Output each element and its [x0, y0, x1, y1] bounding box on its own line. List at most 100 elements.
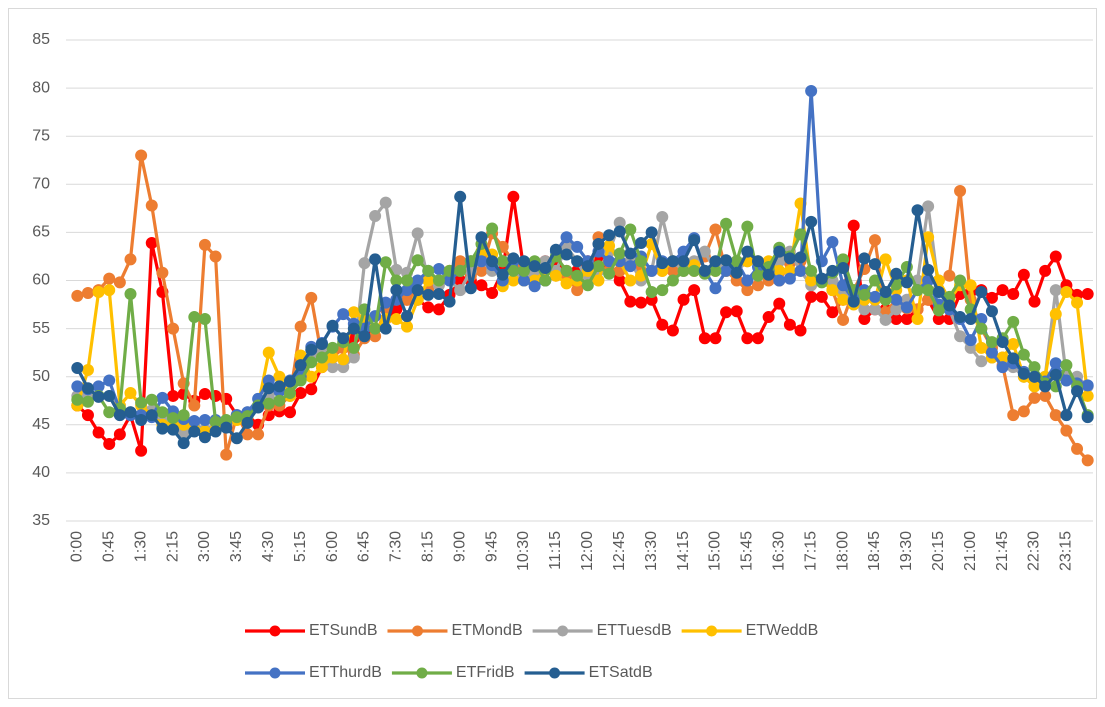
point-marker	[156, 406, 169, 419]
point-marker	[932, 304, 945, 317]
point-marker	[135, 396, 148, 409]
point-marker	[677, 293, 690, 306]
point-marker	[167, 412, 180, 425]
point-marker	[443, 295, 456, 308]
point-marker	[1060, 374, 1073, 387]
point-marker	[518, 255, 531, 268]
point-marker	[666, 274, 679, 287]
point-marker	[198, 238, 211, 251]
y-tick-label: 40	[32, 464, 50, 481]
point-marker	[1017, 367, 1030, 380]
point-marker	[145, 199, 158, 212]
point-marker	[113, 276, 126, 289]
point-marker	[943, 269, 956, 282]
point-marker	[390, 312, 403, 325]
point-marker	[571, 269, 584, 282]
x-tick-label: 8:15	[420, 531, 437, 562]
point-marker	[1007, 409, 1020, 422]
chart-border	[8, 8, 1097, 699]
point-marker	[751, 332, 764, 345]
legend-label: ETMondB	[451, 622, 522, 639]
point-marker	[709, 223, 722, 236]
point-marker	[624, 260, 637, 273]
point-marker	[805, 84, 818, 97]
point-marker	[847, 219, 860, 232]
x-tick-label: 15:00	[707, 531, 724, 571]
point-marker	[337, 308, 350, 321]
point-marker	[188, 311, 201, 324]
point-marker	[656, 211, 669, 224]
point-marker	[613, 247, 626, 260]
point-marker	[815, 272, 828, 285]
point-marker	[900, 312, 913, 325]
point-marker	[358, 330, 371, 343]
point-marker	[347, 306, 360, 319]
point-marker	[1007, 287, 1020, 300]
point-marker	[985, 305, 998, 318]
point-marker	[528, 280, 541, 293]
point-marker	[571, 255, 584, 268]
point-marker	[1049, 250, 1062, 263]
point-marker	[209, 425, 222, 438]
point-marker	[241, 416, 254, 429]
point-marker	[592, 274, 605, 287]
point-marker	[1060, 286, 1073, 299]
point-marker	[762, 311, 775, 324]
point-marker	[805, 264, 818, 277]
point-marker	[1017, 268, 1030, 281]
point-marker	[560, 277, 573, 290]
point-marker	[1039, 380, 1052, 393]
point-marker	[337, 353, 350, 366]
x-tick-label: 9:45	[483, 531, 500, 562]
point-marker	[890, 267, 903, 280]
point-marker	[220, 448, 233, 461]
point-marker	[198, 431, 211, 444]
point-marker	[975, 341, 988, 354]
point-marker	[624, 247, 637, 260]
point-marker	[826, 236, 839, 249]
point-marker	[347, 322, 360, 335]
point-marker	[868, 290, 881, 303]
point-marker	[720, 217, 733, 230]
point-marker	[486, 255, 499, 268]
point-marker	[464, 282, 477, 295]
point-marker	[677, 255, 690, 268]
y-tick-label: 85	[32, 31, 50, 48]
point-marker	[922, 263, 935, 276]
point-marker	[868, 234, 881, 247]
point-marker	[135, 413, 148, 426]
point-marker	[879, 286, 892, 299]
point-marker	[294, 387, 307, 400]
point-marker	[496, 255, 509, 268]
point-marker	[230, 432, 243, 445]
point-marker	[379, 322, 392, 335]
point-marker	[911, 204, 924, 217]
point-marker	[656, 318, 669, 331]
point-marker	[92, 426, 105, 439]
point-marker	[1081, 454, 1094, 467]
point-marker	[220, 421, 233, 434]
point-marker	[432, 262, 445, 275]
point-marker	[1028, 391, 1041, 404]
point-marker	[198, 388, 211, 401]
point-marker	[720, 254, 733, 267]
point-marker	[379, 196, 392, 209]
point-marker	[209, 250, 222, 263]
y-tick-label: 70	[32, 176, 50, 193]
point-marker	[432, 287, 445, 300]
point-marker	[81, 363, 94, 376]
point-marker	[496, 268, 509, 281]
y-tick-label: 55	[32, 320, 50, 337]
point-marker	[337, 332, 350, 345]
point-marker	[549, 243, 562, 256]
point-marker	[964, 334, 977, 347]
point-marker	[783, 252, 796, 265]
point-marker	[379, 256, 392, 269]
point-marker	[113, 428, 126, 441]
point-marker	[837, 313, 850, 326]
point-marker	[167, 423, 180, 436]
x-tick-label: 2:15	[164, 531, 181, 562]
point-marker	[666, 324, 679, 337]
x-tick-label: 11:15	[547, 531, 564, 570]
point-marker	[124, 406, 137, 419]
